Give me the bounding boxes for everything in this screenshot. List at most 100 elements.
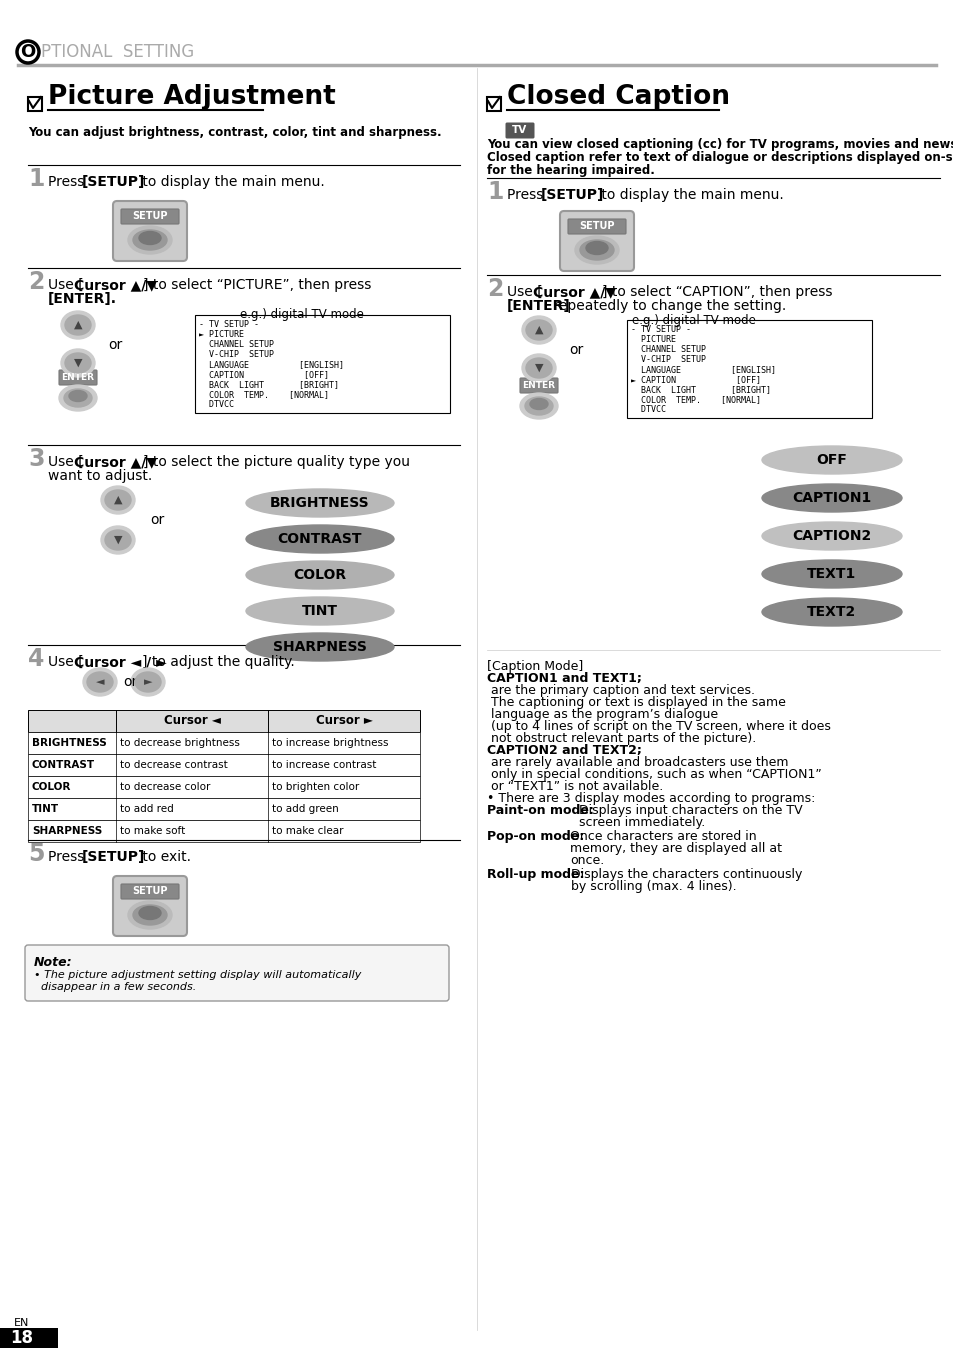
Text: ] to select “CAPTION”, then press: ] to select “CAPTION”, then press bbox=[601, 284, 832, 299]
Text: - TV SETUP -: - TV SETUP - bbox=[630, 325, 690, 334]
Ellipse shape bbox=[521, 315, 556, 344]
Text: BACK  LIGHT       [BRIGHT]: BACK LIGHT [BRIGHT] bbox=[630, 386, 770, 394]
Bar bbox=[28, 820, 419, 842]
Text: 2: 2 bbox=[28, 270, 45, 294]
Ellipse shape bbox=[761, 484, 901, 512]
Ellipse shape bbox=[761, 599, 901, 625]
Text: not obstruct relevant parts of the picture).: not obstruct relevant parts of the pictu… bbox=[486, 732, 756, 745]
Text: [Caption Mode]: [Caption Mode] bbox=[486, 661, 582, 673]
Text: or: or bbox=[150, 514, 164, 527]
Text: COLOR: COLOR bbox=[32, 782, 71, 793]
Text: V-CHIP  SETUP: V-CHIP SETUP bbox=[199, 350, 274, 359]
Text: SETUP: SETUP bbox=[132, 886, 168, 896]
Text: ] to select “PICTURE”, then press: ] to select “PICTURE”, then press bbox=[143, 278, 371, 293]
Text: ] to select the picture quality type you: ] to select the picture quality type you bbox=[143, 456, 410, 469]
Ellipse shape bbox=[131, 669, 165, 696]
Text: TV: TV bbox=[512, 125, 527, 135]
Text: SHARPNESS: SHARPNESS bbox=[273, 640, 367, 654]
Ellipse shape bbox=[61, 311, 95, 338]
Text: SETUP: SETUP bbox=[578, 221, 614, 231]
Text: CHANNEL SETUP: CHANNEL SETUP bbox=[199, 340, 274, 349]
Text: once.: once. bbox=[569, 855, 603, 867]
Text: ▲: ▲ bbox=[73, 319, 82, 330]
Text: to brighten color: to brighten color bbox=[272, 782, 359, 793]
Text: SETUP: SETUP bbox=[132, 212, 168, 221]
Ellipse shape bbox=[761, 559, 901, 588]
Ellipse shape bbox=[65, 353, 91, 373]
Text: TEXT2: TEXT2 bbox=[806, 605, 856, 619]
Text: Closed caption refer to text of dialogue or descriptions displayed on-screen: Closed caption refer to text of dialogue… bbox=[486, 151, 953, 164]
Text: CAPTION1 and TEXT1;: CAPTION1 and TEXT1; bbox=[486, 673, 641, 685]
Text: to add red: to add red bbox=[120, 803, 173, 814]
Ellipse shape bbox=[132, 231, 167, 249]
Ellipse shape bbox=[521, 355, 556, 381]
Text: Use [: Use [ bbox=[48, 655, 84, 669]
Ellipse shape bbox=[128, 900, 172, 929]
Ellipse shape bbox=[761, 446, 901, 474]
Text: OFF: OFF bbox=[816, 453, 846, 466]
Text: are rarely available and broadcasters use them: are rarely available and broadcasters us… bbox=[486, 756, 788, 768]
Text: Displays input characters on the TV: Displays input characters on the TV bbox=[578, 803, 801, 817]
Text: V-CHIP  SETUP: V-CHIP SETUP bbox=[630, 355, 705, 364]
Ellipse shape bbox=[530, 399, 547, 410]
Ellipse shape bbox=[524, 398, 553, 415]
Text: to increase brightness: to increase brightness bbox=[272, 737, 388, 748]
Text: to make soft: to make soft bbox=[120, 826, 185, 836]
Text: CONTRAST: CONTRAST bbox=[277, 532, 362, 546]
Text: Use [: Use [ bbox=[48, 278, 84, 293]
Text: memory, they are displayed all at: memory, they are displayed all at bbox=[569, 842, 781, 855]
Text: EN: EN bbox=[14, 1318, 30, 1328]
FancyBboxPatch shape bbox=[121, 884, 179, 899]
Text: The captioning or text is displayed in the same: The captioning or text is displayed in t… bbox=[486, 696, 785, 709]
Text: Cursor ◄ / ►: Cursor ◄ / ► bbox=[74, 655, 167, 669]
Text: Note:: Note: bbox=[34, 956, 72, 969]
Text: to make clear: to make clear bbox=[272, 826, 343, 836]
Text: only in special conditions, such as when “CAPTION1”: only in special conditions, such as when… bbox=[486, 768, 821, 780]
Text: by scrolling (max. 4 lines).: by scrolling (max. 4 lines). bbox=[571, 880, 736, 892]
Text: BACK  LIGHT       [BRIGHT]: BACK LIGHT [BRIGHT] bbox=[199, 380, 338, 390]
Ellipse shape bbox=[246, 634, 394, 661]
Text: Use [: Use [ bbox=[506, 284, 542, 299]
Text: to decrease brightness: to decrease brightness bbox=[120, 737, 239, 748]
Text: [ENTER].: [ENTER]. bbox=[48, 293, 117, 306]
Text: to add green: to add green bbox=[272, 803, 338, 814]
Text: screen immediately.: screen immediately. bbox=[578, 816, 704, 829]
Ellipse shape bbox=[105, 530, 131, 550]
Text: CAPTION            [OFF]: CAPTION [OFF] bbox=[199, 369, 329, 379]
Text: DTVCC: DTVCC bbox=[630, 404, 665, 414]
Text: 1: 1 bbox=[28, 167, 45, 191]
Bar bbox=[28, 732, 419, 754]
Ellipse shape bbox=[83, 669, 117, 696]
FancyBboxPatch shape bbox=[59, 369, 97, 386]
Text: • The picture adjustment setting display will automatically
  disappear in a few: • The picture adjustment setting display… bbox=[34, 971, 361, 992]
Text: - TV SETUP -: - TV SETUP - bbox=[199, 319, 258, 329]
Text: PTIONAL  SETTING: PTIONAL SETTING bbox=[41, 43, 194, 61]
Ellipse shape bbox=[246, 489, 394, 518]
Text: 4: 4 bbox=[28, 647, 45, 671]
Ellipse shape bbox=[132, 905, 167, 925]
Text: ▼: ▼ bbox=[73, 359, 82, 368]
Ellipse shape bbox=[246, 524, 394, 553]
Text: ] to adjust the quality.: ] to adjust the quality. bbox=[142, 655, 294, 669]
Text: Press: Press bbox=[48, 175, 89, 189]
Text: SHARPNESS: SHARPNESS bbox=[32, 826, 102, 836]
Ellipse shape bbox=[101, 487, 135, 514]
Text: TINT: TINT bbox=[32, 803, 59, 814]
Text: Cursor ▲/▼: Cursor ▲/▼ bbox=[74, 456, 157, 469]
Text: (up to 4 lines of script on the TV screen, where it does: (up to 4 lines of script on the TV scree… bbox=[486, 720, 830, 733]
FancyBboxPatch shape bbox=[25, 945, 449, 1002]
Ellipse shape bbox=[246, 561, 394, 589]
Text: repeatedly to change the setting.: repeatedly to change the setting. bbox=[548, 299, 785, 313]
Text: to exit.: to exit. bbox=[138, 851, 191, 864]
Text: ◄: ◄ bbox=[95, 677, 104, 687]
Text: Displays the characters continuously: Displays the characters continuously bbox=[571, 868, 801, 882]
FancyBboxPatch shape bbox=[121, 209, 179, 224]
Text: Roll-up mode:: Roll-up mode: bbox=[486, 868, 584, 882]
Text: ▲: ▲ bbox=[535, 325, 542, 336]
Text: e.g.) digital TV mode: e.g.) digital TV mode bbox=[240, 307, 363, 321]
Text: You can view closed captioning (cc) for TV programs, movies and news.: You can view closed captioning (cc) for … bbox=[486, 137, 953, 151]
Bar bbox=[28, 710, 419, 732]
Text: or: or bbox=[123, 675, 137, 689]
Ellipse shape bbox=[139, 232, 161, 244]
Text: CAPTION2: CAPTION2 bbox=[792, 528, 871, 543]
